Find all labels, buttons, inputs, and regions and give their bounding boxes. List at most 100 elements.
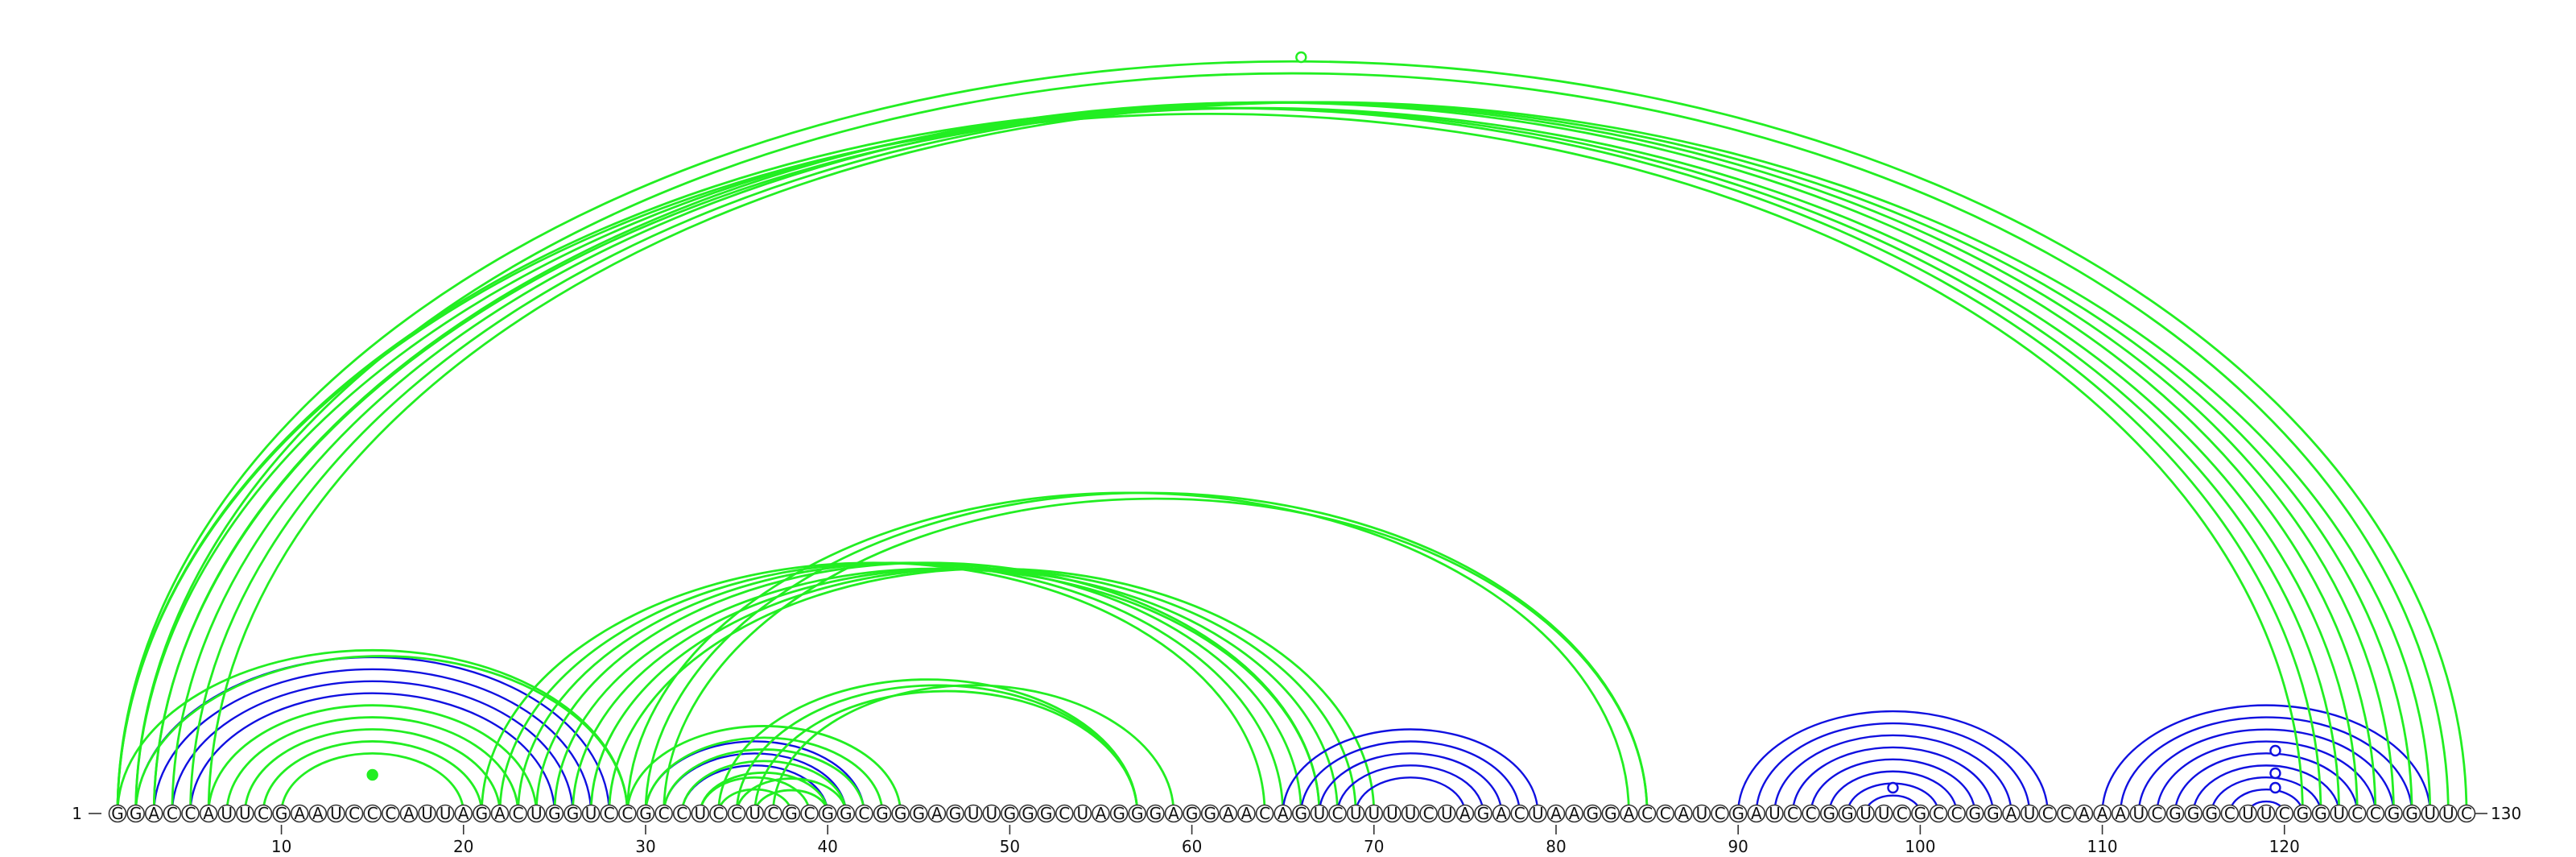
nucleotide-circle: [946, 804, 964, 823]
nucleotide-letter: U: [1878, 804, 1890, 823]
nucleotide: U: [1364, 804, 1384, 823]
nucleotide-letter: U: [1860, 804, 1872, 823]
nucleotide-circle: [345, 804, 364, 823]
arc-green-36-40: [753, 789, 829, 815]
arc-green-29-44: [625, 725, 902, 815]
nucleotide-letter: G: [1040, 804, 1053, 823]
arc-green-1-130: [116, 60, 2468, 815]
nucleotide-letter: A: [203, 804, 214, 823]
tick-label: 120: [2269, 837, 2300, 856]
nucleotide-circle: [1692, 804, 1711, 823]
arc-green-28-70: [608, 567, 1376, 815]
nucleotide: G: [1984, 804, 2003, 823]
nucleotide-circle: [2239, 804, 2257, 823]
arc-blue-94-103: [1810, 758, 1976, 815]
nucleotide-letter: U: [221, 804, 233, 823]
arc-green-2-129: [134, 72, 2450, 815]
nucleotide-circle: [2220, 804, 2240, 823]
nucleotide-circle: [1674, 804, 1693, 823]
nucleotide-circle: [454, 804, 473, 823]
nucleotide: G: [1819, 804, 1839, 823]
nucleotide: U: [1874, 804, 1893, 823]
nucleotide-circle: [1546, 804, 1566, 823]
nucleotide-circle: [509, 804, 527, 823]
nucleotide-letter: U: [985, 804, 997, 823]
nucleotide-circle: [1984, 804, 2003, 823]
nucleotide-circle: [1747, 804, 1766, 823]
nucleotide-letter: G: [1150, 804, 1162, 823]
nucleotide: C: [727, 804, 746, 823]
nucleotide: G: [1001, 804, 1019, 823]
nucleotide-letter: C: [1951, 804, 1963, 823]
nucleotide-circle: [1601, 804, 1620, 823]
nucleotide: A: [308, 804, 328, 823]
nucleotide-letter: G: [1022, 804, 1034, 823]
nucleotide-circle: [399, 804, 419, 823]
nucleotide-letter: A: [312, 804, 324, 823]
nucleotide: G: [2293, 804, 2312, 823]
nucleotide-circle: [2384, 804, 2403, 823]
nucleotide-letter: C: [2224, 804, 2235, 823]
arc-blue-115-123: [2192, 764, 2340, 815]
arc-green-1-122: [116, 106, 2322, 815]
nucleotide: A: [2074, 804, 2094, 823]
nucleotide-circle: [2402, 804, 2421, 823]
nucleotide-letter: C: [676, 804, 687, 823]
arc-blue-90-107: [1736, 710, 2049, 815]
nucleotide-circle: [1492, 804, 1511, 823]
markers-layer: [366, 51, 2281, 794]
nucleotide: C: [800, 804, 819, 823]
nucleotide-letter: C: [804, 804, 815, 823]
nucleotide: G: [545, 804, 564, 823]
nucleotide: C: [764, 804, 782, 823]
arc-blue-65-79: [1282, 728, 1539, 815]
nucleotide: C: [509, 804, 527, 823]
nucleotide-letter: A: [1496, 804, 1507, 823]
nucleotide-circle: [745, 804, 765, 823]
nucleotide-circle: [1893, 804, 1912, 823]
nucleotide: G: [873, 804, 892, 823]
nucleotide-circle: [1474, 804, 1492, 823]
nucleotide-letter: G: [1295, 804, 1308, 823]
nucleotide: C: [2275, 804, 2294, 823]
nucleotide: A: [1237, 804, 1256, 823]
arc-green-6-24: [207, 704, 538, 815]
nucleotide: A: [1747, 804, 1766, 823]
nucleotide: G: [2165, 804, 2185, 823]
nucleotide-circle: [672, 804, 691, 823]
nucleotide-circle: [581, 804, 601, 823]
nucleotide-letter: U: [695, 804, 707, 823]
nucleotide-circle: [1018, 804, 1038, 823]
nucleotide-circle: [308, 804, 328, 823]
nucleotide-letter: A: [1678, 804, 1689, 823]
nucleotide-circle: [2293, 804, 2312, 823]
nucleotide: G: [2202, 804, 2221, 823]
nucleotide-circle: [381, 804, 400, 823]
nucleotide-letter: G: [2314, 804, 2327, 823]
nucleotide-letter: G: [1477, 804, 1490, 823]
nucleotide-circle: [1565, 804, 1583, 823]
nucleotide-circle: [1128, 804, 1147, 823]
nucleotide-letter: U: [1532, 804, 1544, 823]
nucleotide-letter: A: [931, 804, 943, 823]
nucleotide-letter: C: [1514, 804, 1525, 823]
nucleotide: G: [1292, 804, 1311, 823]
nucleotide: U: [1856, 804, 1875, 823]
nucleotide-letter: C: [2370, 804, 2381, 823]
nucleotide-letter: U: [585, 804, 597, 823]
nucleotide-circle: [1802, 804, 1820, 823]
nucleotide: U: [1346, 804, 1365, 823]
arc-green-1-121: [116, 113, 2304, 815]
nucleotide: C: [2057, 804, 2075, 823]
nucleotide: G: [1037, 804, 1055, 823]
nucleotide: U: [2020, 804, 2039, 823]
nucleotide-circle: [1346, 804, 1365, 823]
nucleotide-circle: [2002, 804, 2021, 823]
nucleotide: C: [2457, 804, 2476, 823]
nucleotide: G: [1200, 804, 1220, 823]
nucleotide-circle: [891, 804, 910, 823]
nucleotide-circle: [691, 804, 710, 823]
tick-label: 30: [635, 837, 655, 856]
arc-green-2-29: [134, 655, 629, 815]
